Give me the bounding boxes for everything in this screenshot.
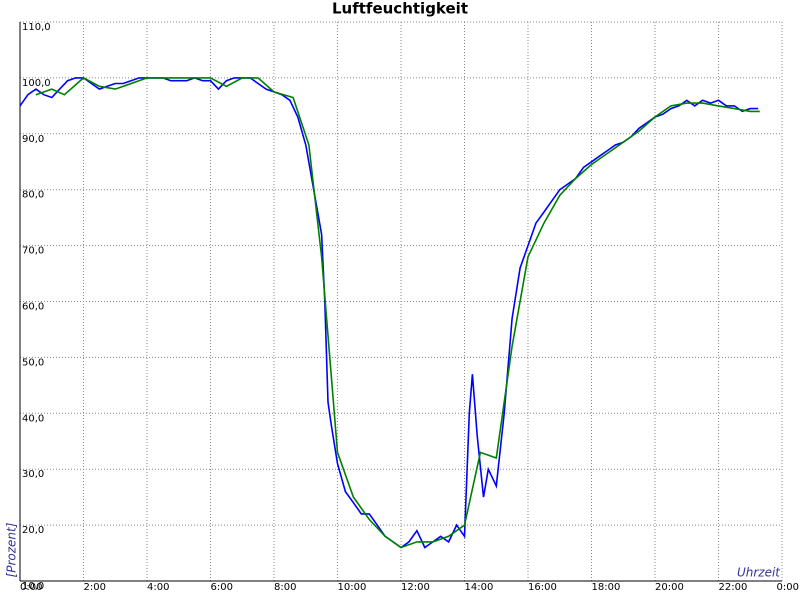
x-tick-label: 16:00 [528, 582, 557, 593]
chart-title: Luftfeuchtigkeit [332, 0, 468, 18]
y-tick-label: 100,0 [22, 78, 51, 89]
x-tick-label: 2:00 [84, 582, 106, 593]
y-tick-label: 20,0 [22, 525, 44, 536]
y-tick-label: 40,0 [22, 413, 44, 424]
x-tick-label: 10:00 [338, 582, 367, 593]
y-tick-label: 30,0 [22, 469, 44, 480]
y-tick-label: 110,0 [22, 22, 51, 33]
x-tick-label: 8:00 [274, 582, 296, 593]
data-line [19, 77, 759, 549]
x-tick-label: 12:00 [401, 582, 430, 593]
x-tick-label: 20:00 [655, 582, 684, 593]
y-tick-label: 90,0 [22, 134, 44, 145]
data-line [35, 76, 760, 549]
x-tick-label: 22:00 [719, 582, 748, 593]
x-tick-label: 18:00 [592, 582, 621, 593]
x-tick-label: 14:00 [465, 582, 494, 593]
y-tick-label: 10,0 [22, 581, 44, 592]
x-axis-title: Uhrzeit [737, 566, 781, 580]
x-tick-label: 0:00 [777, 582, 799, 593]
y-tick-label: 60,0 [22, 302, 44, 313]
x-tick-label: 0:00 [20, 582, 42, 593]
y-tick-label: 50,0 [22, 357, 44, 368]
y-tick-label: 80,0 [22, 190, 44, 201]
x-tick-label: 4:00 [147, 582, 169, 593]
x-tick-label: 6:00 [211, 582, 233, 593]
y-axis-title: [Prozent] [5, 522, 19, 577]
y-tick-label: 70,0 [22, 246, 44, 257]
